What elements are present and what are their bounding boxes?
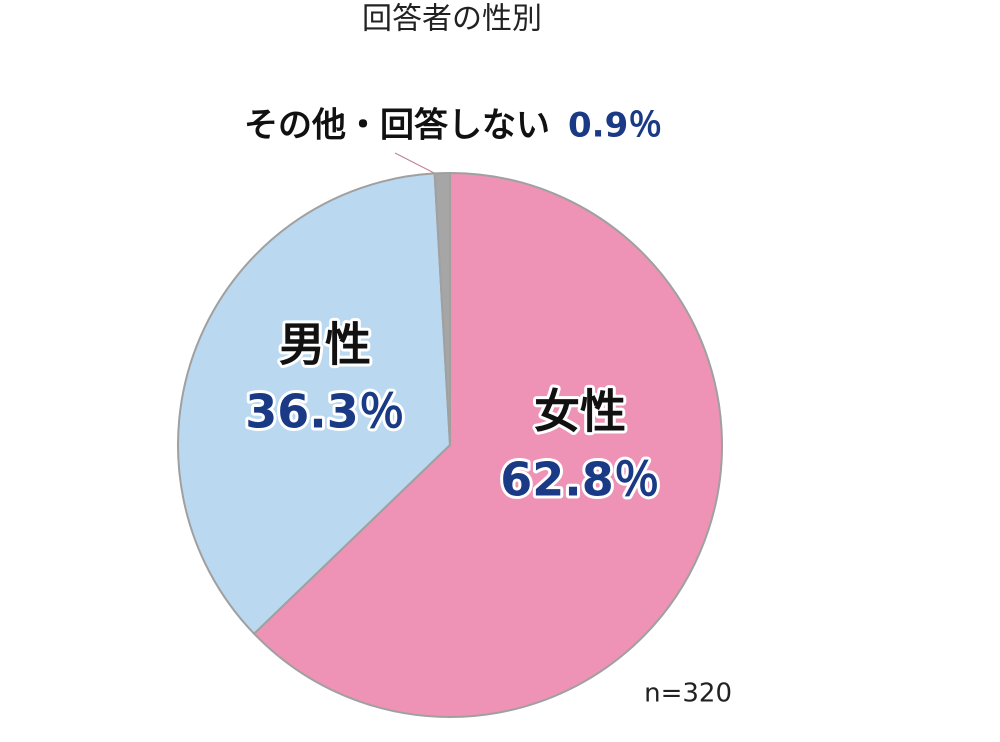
pie-slice <box>433 171 451 446</box>
pie-slice <box>252 171 723 718</box>
category-label: 女性 <box>534 385 626 439</box>
pie-slice <box>177 172 452 636</box>
value-label: 36.3％ <box>245 385 405 439</box>
chart-title: 回答者の性別 <box>362 2 542 37</box>
value-label: 0.9％ <box>568 106 662 146</box>
sample-size-note: n=320 <box>644 679 732 709</box>
category-label: その他・回答しない <box>244 106 550 146</box>
value-label: 62.8％ <box>500 453 660 507</box>
leader-line <box>394 152 441 177</box>
category-label: 男性 <box>279 318 371 372</box>
